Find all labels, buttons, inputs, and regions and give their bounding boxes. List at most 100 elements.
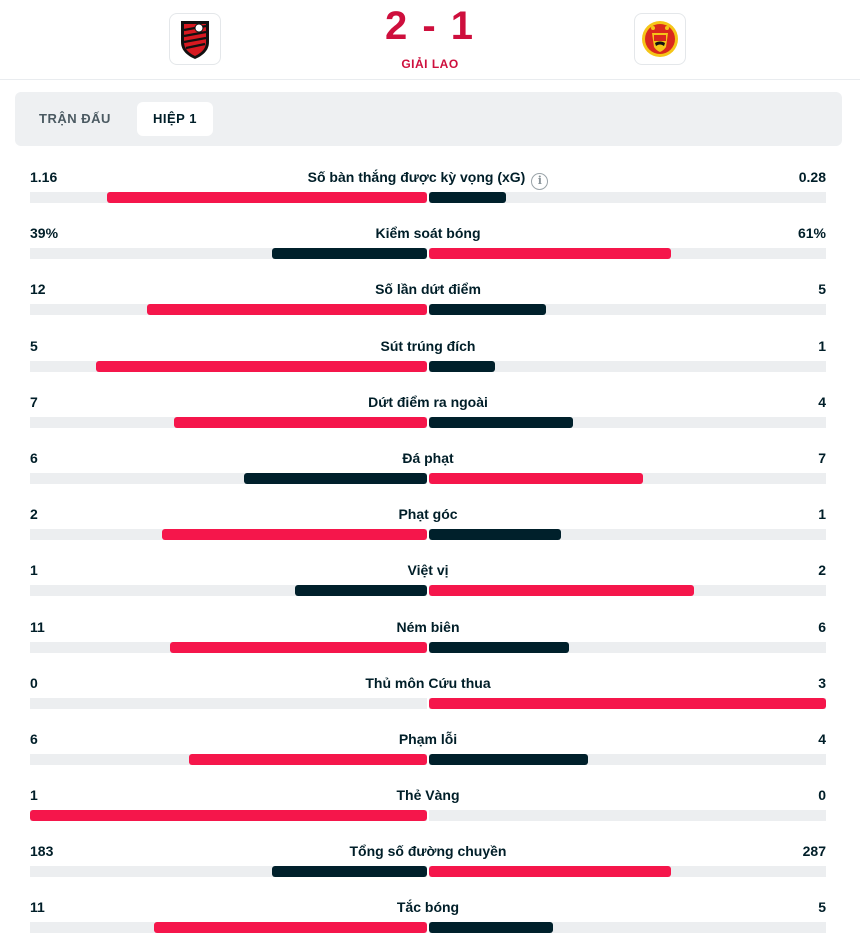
- stat-home-value: 1: [30, 787, 38, 804]
- stat-away-value: 1: [818, 506, 826, 523]
- away-bar-track: [429, 529, 826, 541]
- stat-away-value: 5: [818, 899, 826, 916]
- home-bar-track: [30, 472, 427, 484]
- stat-away-value: 2: [818, 562, 826, 579]
- stat-bars: [30, 866, 826, 878]
- stat-bars: [30, 922, 826, 934]
- stat-bars: [30, 472, 826, 484]
- home-bar-fill: [174, 416, 427, 428]
- home-bar-fill: [96, 360, 427, 372]
- stat-label: Thủ môn Cứu thua: [30, 674, 826, 692]
- stat-bars: [30, 416, 826, 428]
- match-score: 2 - 1: [384, 4, 476, 48]
- away-bar-track: [429, 753, 826, 765]
- stat-bars: [30, 697, 826, 709]
- tab-first-half[interactable]: HIỆP 1: [137, 102, 213, 136]
- stat-label-text: Tổng số đường chuyền: [349, 843, 507, 860]
- stat-label: Dứt điểm ra ngoài: [30, 393, 826, 411]
- stat-label: Tổng số đường chuyền: [30, 842, 826, 860]
- stat-home-value: 183: [30, 843, 54, 860]
- away-bar-fill: [429, 416, 574, 428]
- stat-bars: [30, 641, 826, 653]
- match-status: GIẢI LAO: [401, 57, 459, 71]
- stat-bars: [30, 529, 826, 541]
- away-bar-fill: [429, 585, 694, 597]
- stats-list: 1.16 Số bàn thắng được kỳ vọng (xG) i 0.28 3…: [30, 164, 826, 941]
- stat-home-value: 12: [30, 281, 46, 298]
- away-bar-track: [429, 472, 826, 484]
- away-bar-track: [429, 866, 826, 878]
- stat-label: Ném biên: [30, 618, 826, 636]
- period-tabs: TRẬN ĐẤU HIỆP 1: [15, 92, 842, 146]
- away-bar-track: [429, 360, 826, 372]
- away-bar-track: [429, 192, 826, 203]
- home-bar-track: [30, 866, 427, 878]
- stat-bars: [30, 585, 826, 597]
- stat-row: 12 Số lần dứt điểm 5: [30, 276, 826, 332]
- away-bar-fill: [429, 360, 496, 372]
- tab-match[interactable]: TRẬN ĐẤU: [39, 111, 111, 126]
- stat-home-value: 11: [30, 899, 45, 916]
- away-bar-fill: [429, 697, 826, 709]
- info-icon[interactable]: i: [531, 173, 549, 190]
- stat-label: Đá phạt: [30, 449, 826, 467]
- away-bar-fill: [429, 248, 672, 260]
- away-bar-fill: [429, 641, 570, 653]
- stat-label-text: Tắc bóng: [396, 899, 460, 916]
- home-bar-fill: [107, 192, 427, 203]
- away-bar-fill: [429, 192, 507, 203]
- stat-bars: [30, 753, 826, 765]
- home-bar-track: [30, 697, 427, 709]
- home-bar-fill: [243, 472, 427, 484]
- stat-away-value: 6: [818, 618, 826, 635]
- stat-row: 183 Tổng số đường chuyền 287: [30, 838, 826, 894]
- stat-label: Sút trúng đích: [30, 337, 826, 355]
- home-bar-track: [30, 192, 427, 203]
- away-bar-track: [429, 697, 826, 709]
- stat-label-text: Sút trúng đích: [380, 337, 476, 354]
- stat-away-value: 0: [818, 787, 826, 804]
- home-bar-fill: [272, 248, 427, 260]
- stat-row: 11 Ném biên 6: [30, 614, 826, 670]
- stat-home-value: 2: [30, 506, 38, 523]
- away-bar-fill: [429, 529, 562, 541]
- stat-bars: [30, 810, 826, 822]
- stat-row: 6 Đá phạt 7: [30, 445, 826, 501]
- home-bar-fill: [188, 753, 427, 765]
- home-bar-fill: [154, 922, 427, 934]
- stat-away-value: 1: [818, 337, 826, 354]
- stat-label-text: Ném biên: [396, 618, 460, 635]
- home-bar-track: [30, 810, 427, 822]
- stat-label: Số lần dứt điểm: [30, 280, 826, 298]
- stat-away-value: 4: [818, 393, 826, 410]
- stat-row: 6 Phạm lỗi 4: [30, 726, 826, 782]
- stat-label: Phạm lỗi: [30, 730, 826, 748]
- stat-home-value: 11: [30, 618, 45, 635]
- stat-label: Kiểm soát bóng: [30, 224, 826, 242]
- away-bar-fill: [429, 304, 546, 316]
- stat-row: 5 Sút trúng đích 1: [30, 333, 826, 389]
- home-bar-track: [30, 416, 427, 428]
- stat-label-text: Số lần dứt điểm: [375, 281, 481, 298]
- away-bar-track: [429, 922, 826, 934]
- home-bar-track: [30, 753, 427, 765]
- manchester-united-crest-icon: [642, 21, 678, 57]
- stat-away-value: 287: [802, 843, 826, 860]
- stat-label: Việt vị: [30, 561, 826, 579]
- home-bar-track: [30, 529, 427, 541]
- stat-label: Tắc bóng: [30, 898, 826, 916]
- home-team-logo[interactable]: [169, 13, 221, 65]
- home-bar-fill: [30, 810, 427, 822]
- match-header: 2 - 1 GIẢI LAO: [0, 0, 860, 80]
- away-bar-fill: [429, 866, 672, 878]
- away-bar-track: [429, 810, 826, 822]
- away-bar-fill: [429, 753, 588, 765]
- away-team-logo[interactable]: [634, 13, 686, 65]
- stat-home-value: 1.16: [30, 169, 58, 185]
- stat-label-text: Thủ môn Cứu thua: [365, 674, 491, 691]
- stat-row: 0 Thủ môn Cứu thua 3: [30, 670, 826, 726]
- stat-home-value: 6: [30, 730, 38, 747]
- home-bar-track: [30, 922, 427, 934]
- stat-away-value: 3: [818, 674, 826, 691]
- stat-label: Thẻ Vàng: [30, 786, 826, 804]
